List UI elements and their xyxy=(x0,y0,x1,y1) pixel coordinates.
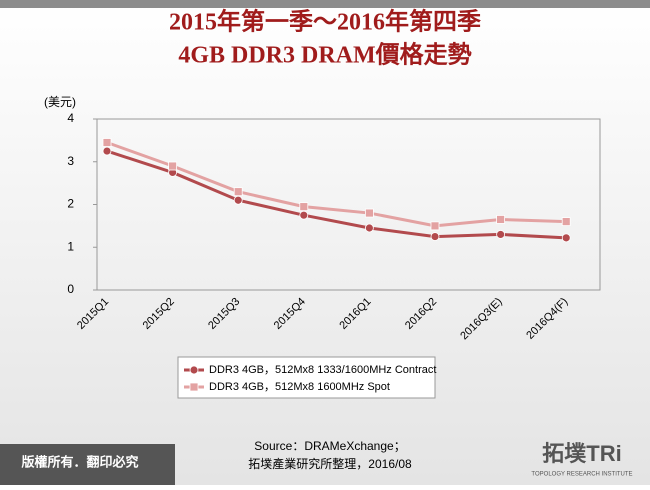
y-tick-label: 2 xyxy=(67,197,74,211)
y-tick-label: 3 xyxy=(67,154,74,168)
legend-marker xyxy=(189,365,199,375)
copyright: 版權所有．翻印必究 xyxy=(21,454,138,469)
data-point xyxy=(299,202,309,212)
data-point xyxy=(496,230,506,239)
y-tick-label: 4 xyxy=(67,111,74,125)
data-point xyxy=(102,138,112,147)
y-tick-label: 1 xyxy=(67,239,74,253)
data-point xyxy=(233,187,243,197)
y-axis-label: (美元) xyxy=(44,95,76,109)
footer-bar xyxy=(0,444,175,485)
legend-label: DDR3 4GB，512Mx8 1600MHz Spot xyxy=(209,381,390,393)
logo: 拓墣TRi xyxy=(542,441,621,466)
legend-marker xyxy=(189,382,199,392)
data-point xyxy=(430,221,440,231)
data-point xyxy=(299,210,309,220)
top-bar xyxy=(0,0,650,8)
data-point xyxy=(233,195,243,205)
data-point xyxy=(168,161,178,171)
data-point xyxy=(496,215,506,224)
data-point xyxy=(364,223,374,233)
data-point xyxy=(364,208,374,218)
y-tick-label: 0 xyxy=(67,282,74,296)
data-point xyxy=(430,232,440,241)
series-line xyxy=(106,141,567,228)
data-point xyxy=(102,146,112,156)
legend-box xyxy=(177,356,436,399)
chart-title: 2015年第一季～2016年第四季 xyxy=(169,8,481,36)
source-line: Source：DRAMeXchange； xyxy=(254,439,405,453)
data-point xyxy=(561,217,571,227)
source-line: 拓墣產業研究所整理，2016/08 xyxy=(248,456,412,471)
legend-label: DDR3 4GB，512Mx8 1333/1600MHz Contract xyxy=(209,364,436,376)
series-line xyxy=(106,149,567,240)
data-point xyxy=(561,233,571,243)
logo-subtitle: TOPOLOGY RESEARCH INSTITUTE xyxy=(531,472,632,478)
chart-subtitle: 4GB DDR3 DRAM價格走勢 xyxy=(178,42,471,69)
